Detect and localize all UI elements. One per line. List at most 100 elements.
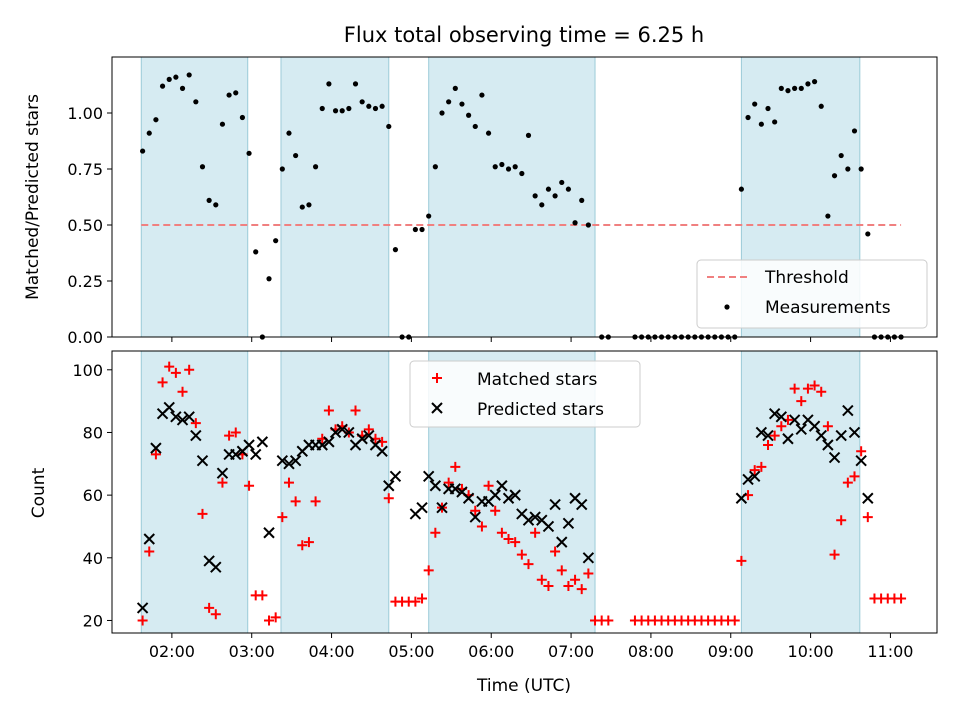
predicted-stars-point bbox=[263, 527, 275, 539]
measurements-point bbox=[472, 123, 478, 130]
matched-stars-point bbox=[842, 477, 853, 488]
top-legend-box bbox=[696, 259, 928, 329]
predicted-stars-point bbox=[176, 414, 189, 426]
predicted-stars-point bbox=[828, 451, 841, 464]
measurements-point bbox=[339, 108, 345, 114]
bottom-legend: Matched stars Predicted stars bbox=[409, 360, 641, 428]
matched-stars-point bbox=[862, 512, 873, 523]
measurements-point bbox=[798, 85, 804, 91]
x-tick-label: 03:00 bbox=[229, 642, 275, 661]
measurements-point bbox=[299, 204, 305, 210]
matched-stars-point bbox=[264, 615, 275, 626]
matched-stars-point bbox=[210, 609, 221, 620]
legend-threshold-label: Threshold bbox=[764, 268, 849, 288]
matched-stars-point bbox=[796, 396, 807, 407]
measurements-point bbox=[279, 166, 285, 172]
predicted-stars-point bbox=[848, 426, 861, 439]
matched-stars-point bbox=[516, 549, 527, 560]
matched-stars-point bbox=[257, 590, 268, 601]
y-tick-label: 0.75 bbox=[67, 160, 103, 179]
count-series bbox=[136, 361, 907, 626]
measurements-point bbox=[226, 92, 232, 98]
predicted-stars-point bbox=[289, 454, 302, 467]
predicted-stars-point bbox=[389, 470, 402, 483]
matched-stars-point bbox=[789, 383, 800, 394]
predicted-stars-point bbox=[383, 480, 395, 492]
predicted-stars-point bbox=[163, 401, 175, 414]
measurements-point bbox=[386, 123, 392, 130]
matched-stars-point bbox=[297, 540, 308, 551]
measurements-point bbox=[412, 226, 418, 233]
matched-stars-point bbox=[217, 477, 228, 488]
predicted-stars-point bbox=[529, 511, 541, 523]
measurements-point bbox=[492, 164, 498, 170]
measurements-point bbox=[485, 130, 492, 136]
measurements-point bbox=[845, 166, 851, 172]
measurements-point bbox=[466, 112, 472, 118]
predicted-stars-point bbox=[276, 454, 289, 467]
measurements-point bbox=[432, 164, 438, 170]
matched-stars-point bbox=[303, 537, 314, 548]
x-tick-label: 09:00 bbox=[708, 642, 754, 661]
matched-stars-point bbox=[197, 508, 208, 519]
measurements-point bbox=[565, 186, 572, 192]
measurements-point bbox=[306, 202, 312, 208]
predicted-stars-point bbox=[782, 433, 794, 445]
top-y-axis-ticks: 0.00 0.25 0.50 0.75 1.00 bbox=[67, 104, 112, 347]
observing-window-2 bbox=[280, 350, 390, 634]
matched-stars-point bbox=[363, 424, 374, 435]
measurements-point bbox=[785, 88, 791, 94]
measurements-point bbox=[446, 99, 452, 105]
measurements-point bbox=[253, 249, 259, 255]
chart-title: Flux total observing time = 6.25 h bbox=[344, 23, 704, 47]
y-tick-label: 0.50 bbox=[67, 216, 103, 235]
measurements-point bbox=[752, 101, 758, 107]
predicted-stars-point bbox=[136, 602, 149, 614]
predicted-stars-point bbox=[755, 426, 768, 439]
measurements-point bbox=[459, 101, 465, 107]
measurements-point bbox=[166, 76, 172, 82]
predicted-stars-point bbox=[250, 448, 262, 461]
matched-stars-point bbox=[470, 505, 481, 516]
measurements-point bbox=[359, 99, 365, 105]
predicted-stars-point bbox=[748, 470, 761, 483]
x-tick-label: 02:00 bbox=[149, 642, 195, 661]
matched-stars-point bbox=[736, 555, 747, 566]
matched-stars-point bbox=[763, 440, 774, 450]
matched-stars-point bbox=[323, 405, 334, 416]
measurements-point bbox=[372, 105, 379, 112]
matched-stars-point bbox=[556, 565, 567, 576]
predicted-stars-point bbox=[788, 414, 801, 426]
measurements-point bbox=[479, 92, 485, 98]
matched-stars-point bbox=[570, 574, 581, 585]
predicted-stars-point bbox=[363, 429, 375, 442]
predicted-stars-point bbox=[795, 423, 807, 436]
predicted-stars-point bbox=[808, 420, 821, 432]
matched-stars-point bbox=[150, 449, 161, 460]
measurements-point bbox=[559, 179, 565, 186]
predicted-stars-point bbox=[216, 467, 229, 479]
top-plot-frame bbox=[111, 56, 938, 338]
matched-stars-point bbox=[230, 427, 241, 438]
measurements-point bbox=[219, 121, 226, 127]
legend-measurements-swatch bbox=[724, 304, 730, 310]
predicted-stars-point bbox=[376, 445, 388, 457]
matched-stars-point bbox=[576, 584, 587, 595]
predicted-stars-point bbox=[316, 439, 328, 451]
matched-stars-point bbox=[277, 512, 288, 523]
bottom-y-axis-label: Count bbox=[29, 467, 49, 518]
observing-window-2 bbox=[280, 56, 390, 338]
predicted-stars-point bbox=[343, 426, 355, 439]
predicted-stars-point bbox=[509, 489, 521, 501]
measurements-point bbox=[159, 83, 166, 89]
measurements-point bbox=[286, 130, 292, 136]
y-tick-label: 60 bbox=[83, 486, 103, 505]
measurements-point bbox=[392, 247, 399, 253]
matched-stars-point bbox=[510, 537, 521, 548]
matched-stars-point bbox=[856, 446, 867, 457]
measurements-point bbox=[213, 202, 219, 208]
observing-window-3 bbox=[428, 56, 596, 338]
matched-stars-point bbox=[383, 493, 394, 504]
observing-window-1 bbox=[140, 350, 249, 634]
matched-stars-point bbox=[729, 615, 740, 626]
